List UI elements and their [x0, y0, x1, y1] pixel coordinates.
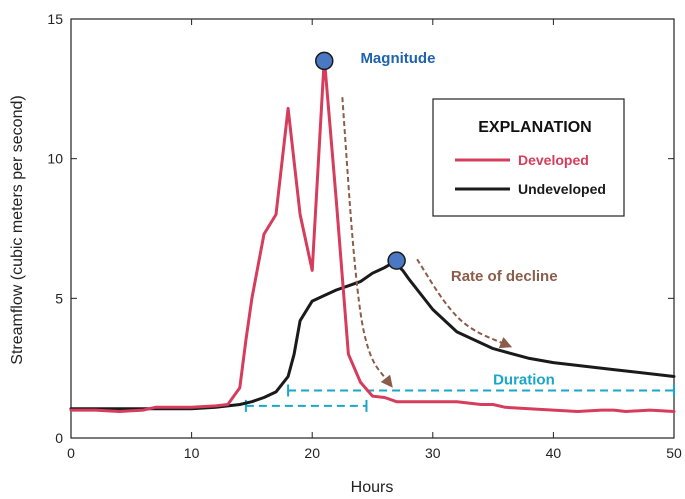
legend-label-undeveloped: Undeveloped	[518, 181, 606, 197]
peak-marker	[315, 51, 334, 71]
decline-arrow	[341, 97, 393, 388]
decline-arrow	[416, 258, 513, 349]
x-tick-label: 50	[666, 445, 682, 461]
y-tick-label: 5	[55, 290, 63, 306]
x-axis-label: Hours	[351, 479, 394, 496]
x-tick-label: 0	[67, 445, 75, 461]
legend-box	[432, 98, 625, 217]
annotation-rate-of-decline: Rate of decline	[451, 268, 558, 285]
legend-label-developed: Developed	[518, 152, 589, 168]
plot-border	[70, 18, 675, 439]
x-tick-label: 20	[304, 445, 320, 461]
plot-area: 0 10 20 30 40 50 0 5 10 15	[47, 11, 682, 461]
duration-bar	[244, 399, 368, 412]
series-line-developed	[69, 56, 676, 413]
peak-marker	[387, 251, 406, 270]
y-axis-label: Streamflow (cubic meters per second)	[9, 95, 26, 364]
annotation-magnitude: Magnitude	[360, 50, 435, 67]
y-tick-label: 0	[55, 430, 63, 446]
duration-bar	[287, 384, 675, 397]
chart-marks: Magnitude Rate of decline Duration	[69, 50, 676, 413]
legend: EXPLANATION Developed Undeveloped	[432, 98, 625, 217]
x-tick-label: 40	[546, 445, 562, 461]
annotation-duration: Duration	[493, 371, 555, 388]
x-tick-label: 30	[425, 445, 441, 461]
y-tick-label: 10	[47, 151, 63, 167]
legend-title: EXPLANATION	[478, 119, 591, 136]
y-tick-label: 15	[47, 11, 63, 27]
series-line-undeveloped	[69, 260, 676, 411]
x-tick-label: 10	[184, 445, 200, 461]
